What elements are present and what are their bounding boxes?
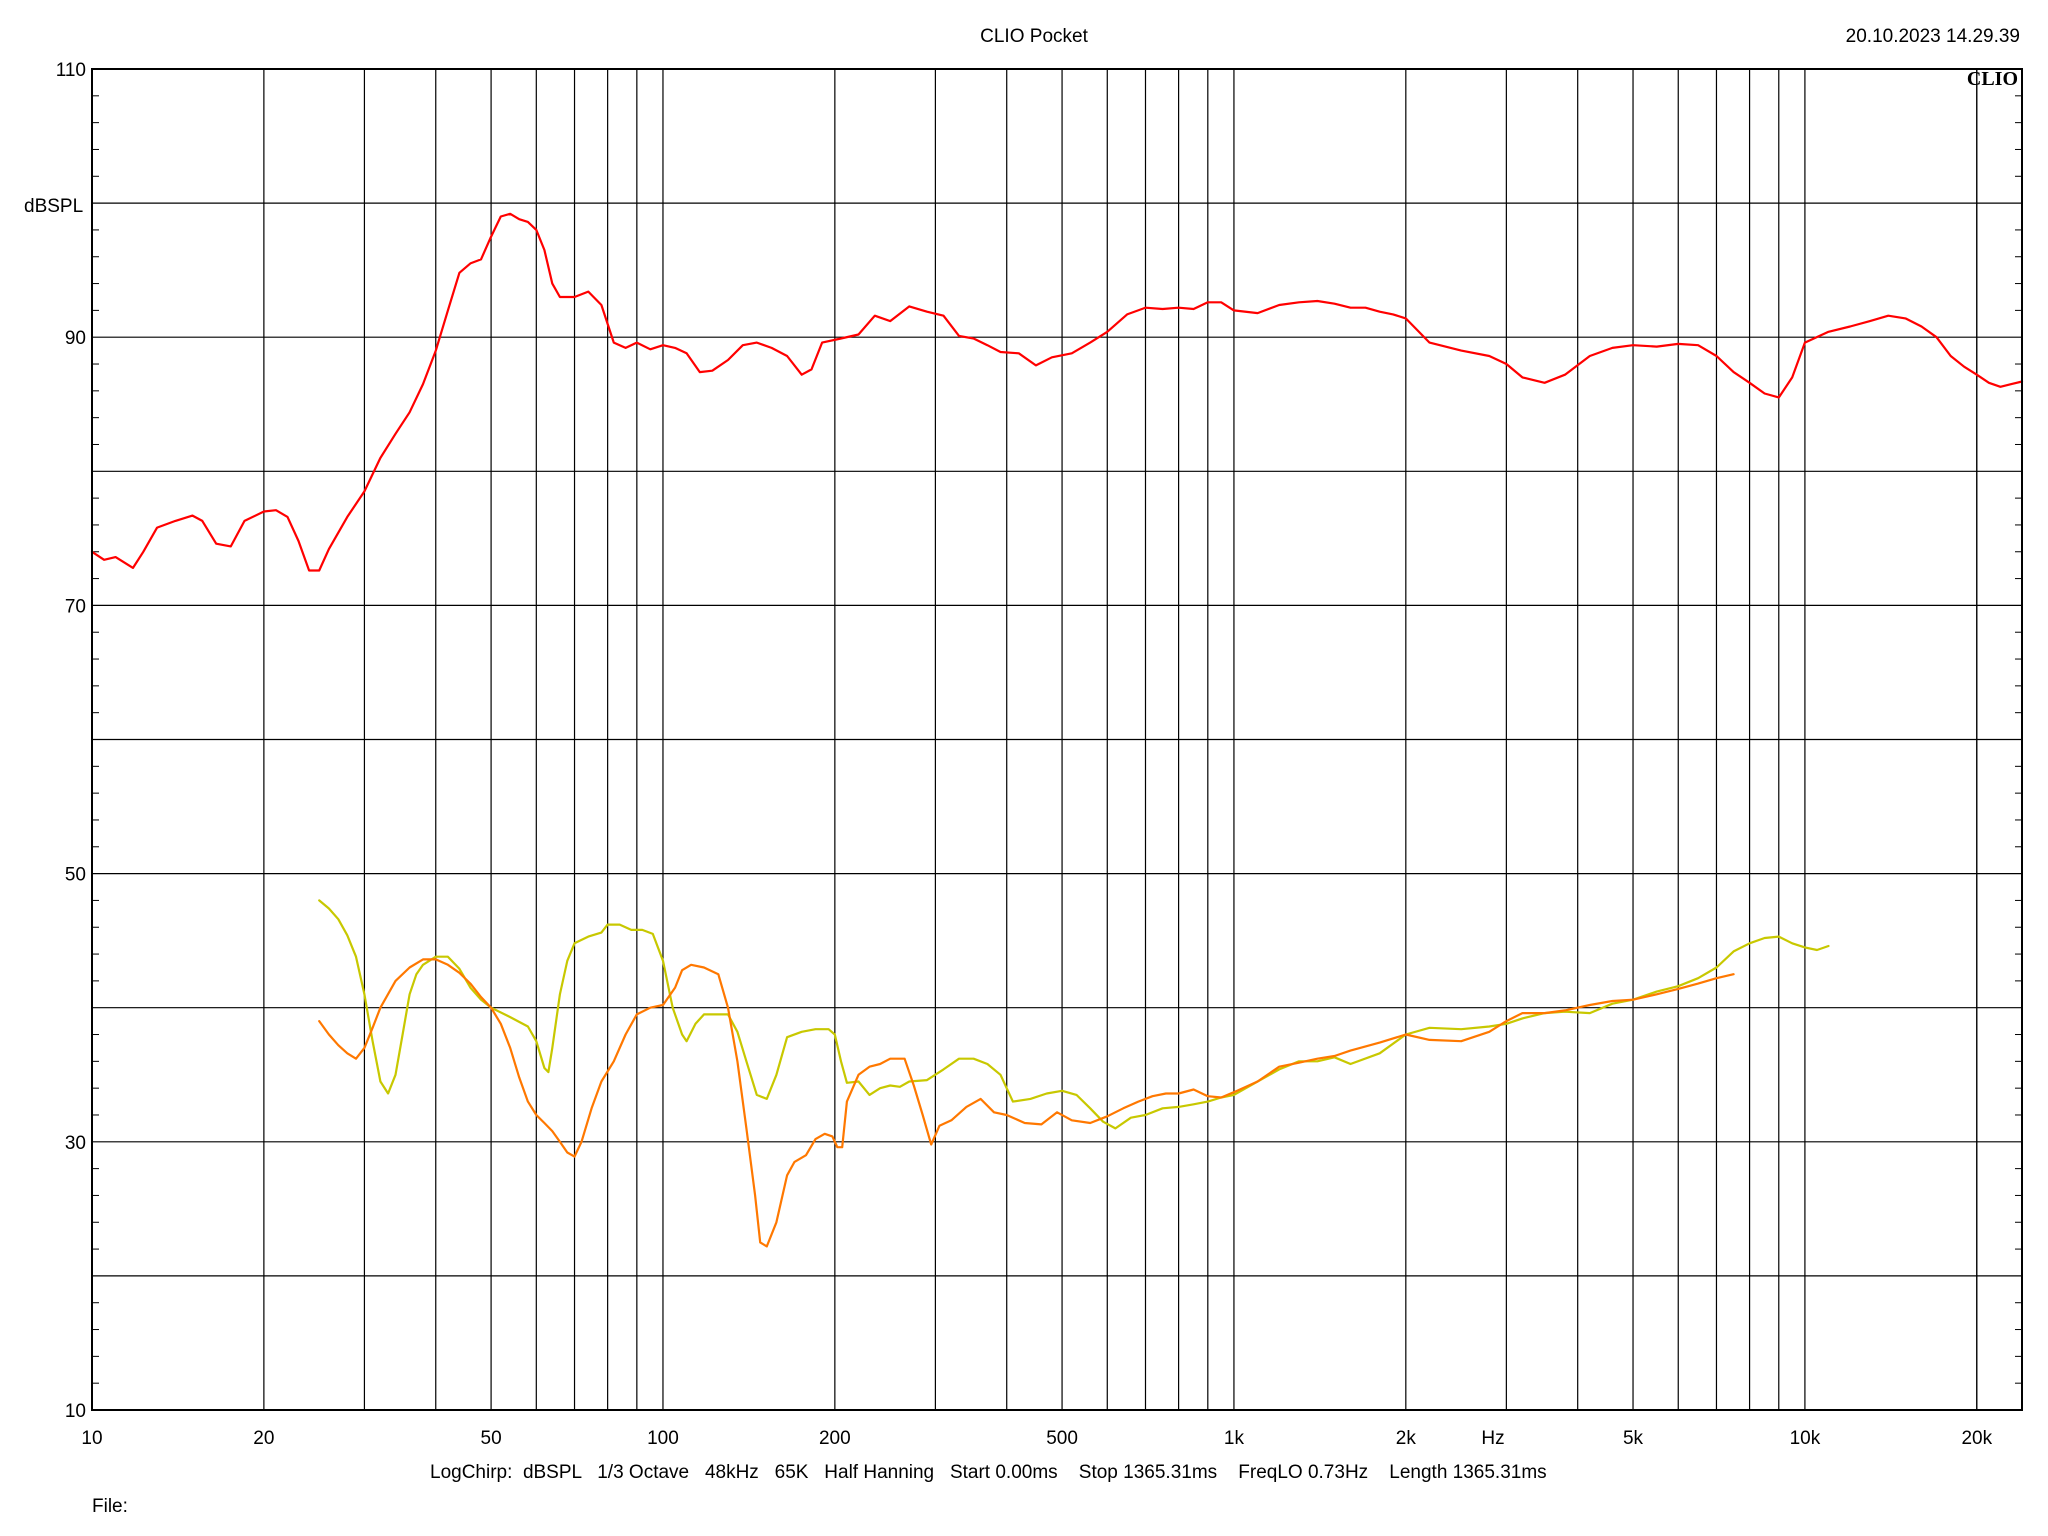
- y-axis-ticks: 110 90 70 50 30 10: [56, 60, 86, 1422]
- y-tick-label: 30: [65, 1133, 86, 1154]
- x-tick-label: 5k: [1623, 1428, 1644, 1449]
- x-tick-label: 100: [647, 1428, 679, 1449]
- x-tick-label: 200: [819, 1428, 851, 1449]
- x-axis-label: Hz: [1481, 1428, 1504, 1449]
- y-tick-label: 10: [65, 1401, 86, 1422]
- series-line-1: [90, 212, 2024, 572]
- series-line-2: [318, 899, 1830, 1130]
- measurement-settings: LogChirp: dBSPL 1/3 Octave 48kHz 65K Hal…: [430, 1462, 1547, 1483]
- y-tick-label: 50: [65, 865, 86, 886]
- timestamp: 20.10.2023 14.29.39: [1846, 26, 2020, 47]
- x-tick-label: 50: [481, 1428, 502, 1449]
- x-tick-label: 20k: [1961, 1428, 1992, 1449]
- clio-logo: CLIO: [1967, 68, 2018, 90]
- y-tick-label: 110: [56, 60, 86, 81]
- y-axis-label: dBSPL: [24, 196, 83, 217]
- x-tick-label: 20: [253, 1428, 274, 1449]
- x-tick-label: 2k: [1396, 1428, 1417, 1449]
- chart-title: CLIO Pocket: [980, 26, 1088, 47]
- y-tick-label: 90: [65, 328, 86, 349]
- x-tick-label: 10k: [1790, 1428, 1821, 1449]
- series-line-3: [318, 958, 1735, 1248]
- grid: [91, 68, 2022, 1411]
- y-tick-label: 70: [65, 596, 86, 617]
- x-tick-label: 10: [81, 1428, 102, 1449]
- x-axis-ticks: 10 20 50 100 200 500 1k 2k 5k 10k 20k: [81, 1428, 1992, 1449]
- file-label: File:: [92, 1496, 128, 1517]
- series-layer: [90, 212, 2024, 1248]
- x-tick-label: 1k: [1224, 1428, 1245, 1449]
- plot-frame: [91, 68, 2023, 1411]
- x-tick-label: 500: [1046, 1428, 1078, 1449]
